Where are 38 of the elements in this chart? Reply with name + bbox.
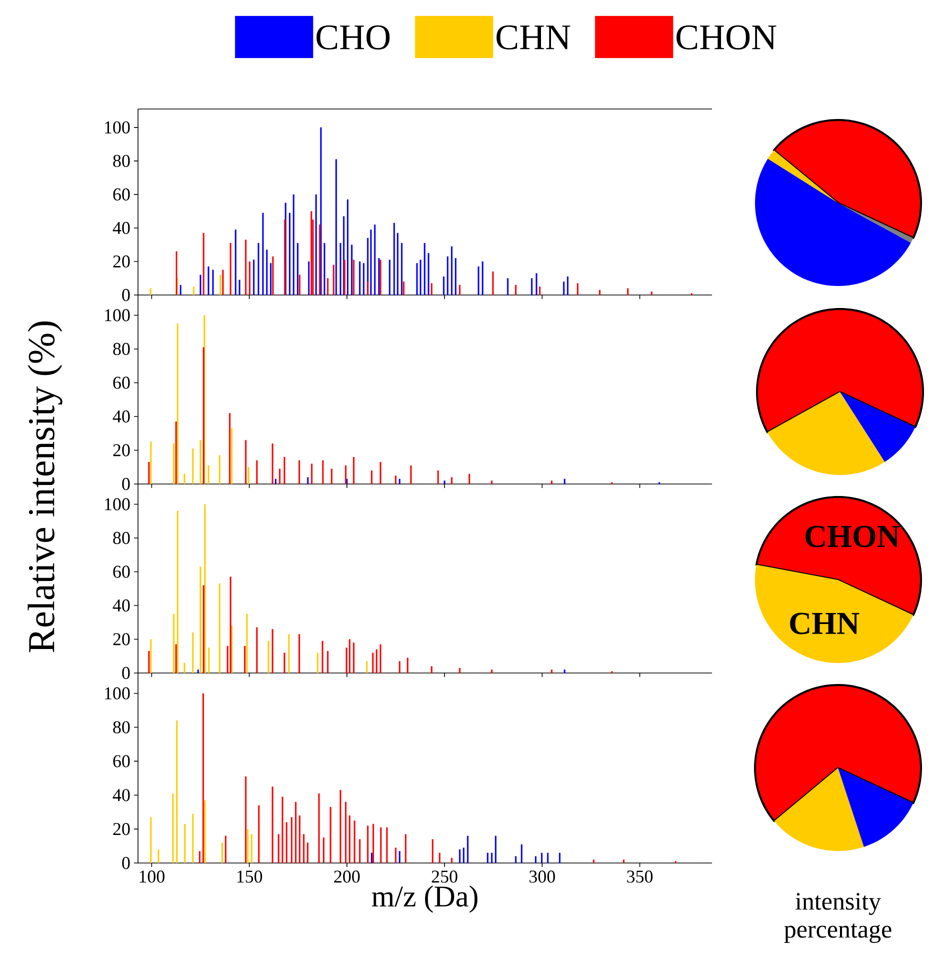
y-tick-label: 20 — [113, 633, 130, 646]
y-tick-label: 100 — [105, 309, 130, 322]
x-tick-label: 100 — [140, 870, 164, 883]
y-tick-label: 40 — [112, 410, 130, 423]
slice-label: CHN — [790, 612, 860, 634]
y-tick-label: 60 — [113, 755, 130, 768]
y-tick-label: 0 — [122, 478, 130, 490]
y-tick-label: 20 — [113, 444, 130, 456]
text: intensity percentage — [784, 893, 892, 943]
y-tick-label: 40 — [112, 789, 130, 802]
y-axis-title: Relative intensity (%) — [28, 322, 62, 652]
legend-label: CHO — [316, 25, 390, 50]
x-tick-label: 250 — [432, 870, 458, 883]
slice-label: CHON — [806, 526, 900, 548]
legend-label: CHON — [676, 25, 776, 50]
y-tick-label: 100 — [105, 687, 130, 700]
y-tick-label: 20 — [113, 255, 130, 268]
y-tick-label: 80 — [113, 532, 130, 544]
y-tick-label: 80 — [113, 154, 130, 168]
x-axis-title: m/z (Da) — [372, 886, 478, 913]
legend-label: CHN — [496, 25, 570, 50]
y-tick-label: 60 — [113, 566, 130, 578]
y-tick-label: 0 — [122, 288, 130, 302]
x-tick-label: 350 — [627, 870, 653, 883]
y-tick-label: 0 — [122, 666, 130, 680]
y-tick-label: 60 — [113, 188, 130, 201]
y-tick-label: 20 — [113, 823, 130, 836]
x-tick-label: 200 — [334, 870, 360, 883]
y-tick-label: 60 — [113, 376, 130, 389]
x-tick-label: 300 — [530, 870, 555, 883]
y-tick-label: 40 — [112, 599, 130, 612]
y-tick-label: 40 — [112, 222, 130, 234]
y-tick-label: 100 — [105, 121, 130, 134]
y-tick-label: 100 — [105, 498, 130, 510]
y-tick-label: 0 — [122, 856, 130, 870]
y-tick-label: 80 — [113, 342, 130, 356]
x-tick-label: 150 — [237, 870, 262, 883]
y-tick-label: 80 — [113, 721, 130, 734]
